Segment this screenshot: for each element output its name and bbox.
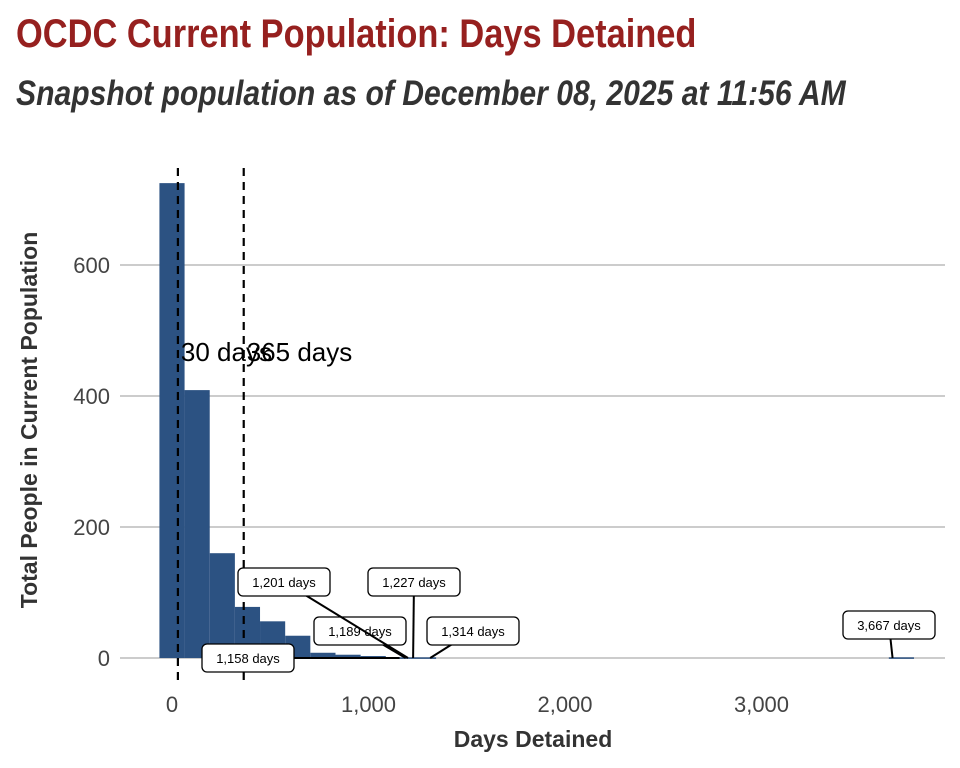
annotation-label: 1,201 days <box>252 575 316 590</box>
chart-subtitle: Snapshot population as of December 08, 2… <box>16 74 846 113</box>
annotation-label: 1,189 days <box>328 624 392 639</box>
x-tick-label: 1,000 <box>341 692 396 717</box>
annotation-box <box>313 616 407 646</box>
histogram-bar <box>888 657 914 659</box>
histogram-bar <box>335 654 361 658</box>
x-tick-label: 3,000 <box>734 692 789 717</box>
histogram-bar <box>209 553 235 658</box>
vline-label: 30 days <box>181 337 272 367</box>
y-tick-label: 600 <box>73 253 110 278</box>
chart-title: OCDC Current Population: Days Detained <box>16 12 697 56</box>
y-tick-label: 400 <box>73 384 110 409</box>
histogram-bar <box>310 652 336 658</box>
annotation-label: 1,314 days <box>441 624 505 639</box>
histogram-bar <box>410 657 437 659</box>
annotation-label: 3,667 days <box>857 618 921 633</box>
vline-label: 365 days <box>247 337 353 367</box>
x-tick-label: 0 <box>166 692 178 717</box>
annotation-box <box>367 567 461 597</box>
annotation-box <box>201 643 295 673</box>
annotation-box <box>842 610 936 640</box>
y-tick-label: 200 <box>73 515 110 540</box>
annotation-label: 1,227 days <box>382 575 446 590</box>
annotation-box <box>426 616 520 646</box>
annotation-box <box>237 567 331 597</box>
histogram-bar <box>184 390 210 658</box>
annotation-label: 1,158 days <box>216 651 280 666</box>
histogram-bar <box>159 183 185 658</box>
y-axis-label: Total People in Current Population <box>16 232 42 609</box>
x-tick-label: 2,000 <box>537 692 592 717</box>
y-tick-label: 0 <box>98 646 110 671</box>
x-axis-label: Days Detained <box>454 726 613 752</box>
